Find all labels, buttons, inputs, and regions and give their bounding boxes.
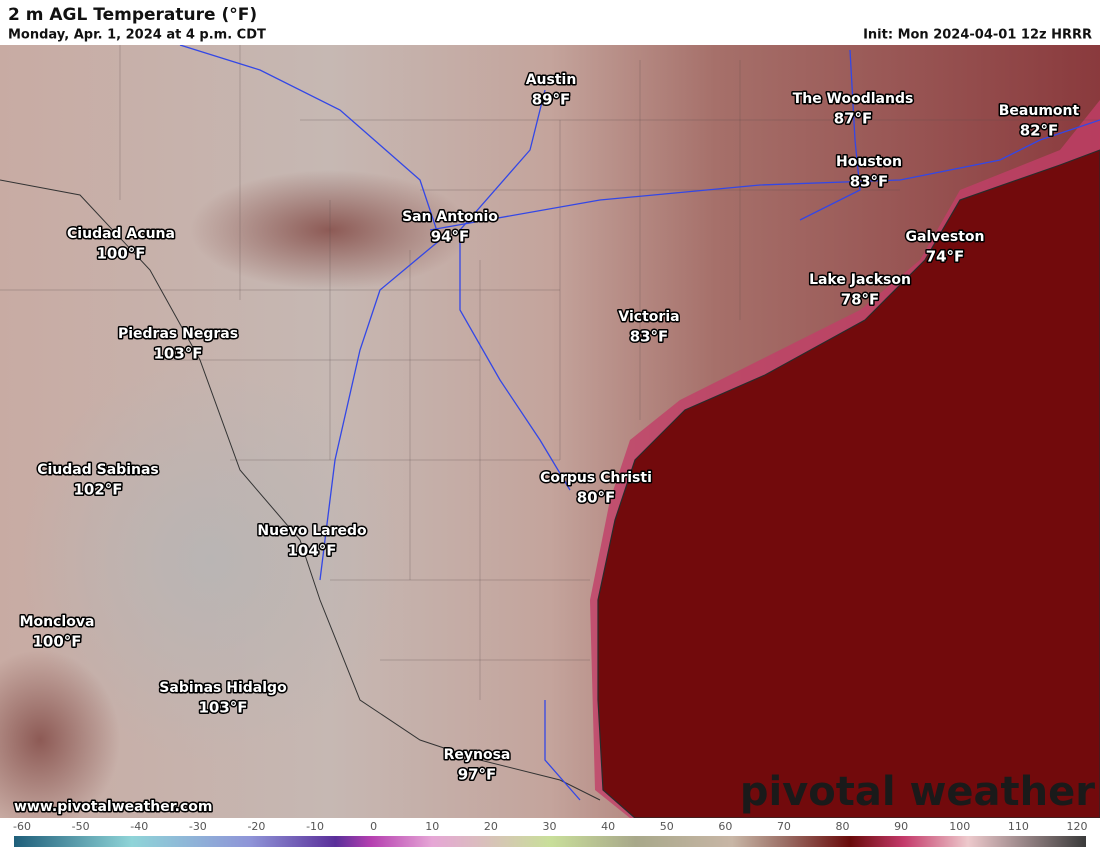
city-name: The Woodlands <box>793 91 914 107</box>
website: www.pivotalweather.com <box>14 799 213 815</box>
city-temp: 97°F <box>458 766 497 784</box>
city-name: San Antonio <box>402 209 498 225</box>
city-name: Corpus Christi <box>540 470 652 486</box>
gulf <box>597 149 1100 819</box>
city-temp: 80°F <box>577 489 616 507</box>
city-temp: 104°F <box>287 542 336 560</box>
city-name: Ciudad Acuna <box>67 226 175 242</box>
colorbar-tick-label: 110 <box>1008 820 1029 833</box>
colorbar-tick-label: 20 <box>484 820 498 833</box>
colorbar <box>14 836 1086 847</box>
init-time: Init: Mon 2024-04-01 12z HRRR <box>863 28 1092 43</box>
city-temp: 103°F <box>198 699 247 717</box>
city-temp: 87°F <box>834 110 873 128</box>
river <box>544 49 861 801</box>
city-temp: 82°F <box>1020 122 1059 140</box>
city-temp: 103°F <box>153 345 202 363</box>
header-bg <box>0 0 1100 45</box>
city-name: Ciudad Sabinas <box>37 462 159 478</box>
river <box>429 119 1100 231</box>
city-name: Beaumont <box>999 103 1080 119</box>
city-name: Piedras Negras <box>118 326 238 342</box>
subtitle: Monday, Apr. 1, 2024 at 4 p.m. CDT <box>8 28 266 43</box>
city-name: Nuevo Laredo <box>257 523 367 539</box>
colorbar-tick-label: 80 <box>836 820 850 833</box>
colorbar-tick-label: 40 <box>601 820 615 833</box>
colorbar-tick-label: 0 <box>370 820 377 833</box>
city-temp: 74°F <box>926 248 965 266</box>
city-name: Galveston <box>906 229 985 245</box>
city-name: Lake Jackson <box>809 272 911 288</box>
colorbar-tick-label: -20 <box>247 820 265 833</box>
city-temp: 89°F <box>532 91 571 109</box>
border <box>0 179 601 801</box>
city-temp: 83°F <box>850 173 889 191</box>
colorbar-tick-label: 30 <box>543 820 557 833</box>
city-temp: 83°F <box>630 328 669 346</box>
colorbar-tick-label: 120 <box>1067 820 1088 833</box>
colorbar-tick-label: -30 <box>189 820 207 833</box>
city-name: Monclova <box>20 614 95 630</box>
city-temp: 100°F <box>32 633 81 651</box>
river <box>179 44 441 581</box>
city-name: Victoria <box>618 309 679 325</box>
colorbar-tick-label: 10 <box>425 820 439 833</box>
colorbar-tick-label: 60 <box>718 820 732 833</box>
colorbar-tick-label: -10 <box>306 820 324 833</box>
title: 2 m AGL Temperature (°F) <box>8 5 257 25</box>
colorbar-tick-label: -60 <box>13 820 31 833</box>
logo: pivotal weather <box>740 769 1095 815</box>
city-temp: 94°F <box>431 228 470 246</box>
colorbar-tick-label: -50 <box>72 820 90 833</box>
colorbar-tick-label: 70 <box>777 820 791 833</box>
colorbar-tick-label: 50 <box>660 820 674 833</box>
colorbar-tick-label: 100 <box>949 820 970 833</box>
river <box>459 89 571 491</box>
city-temp: 100°F <box>96 245 145 263</box>
city-temp: 102°F <box>73 481 122 499</box>
shade <box>0 650 120 830</box>
city-temp: 78°F <box>841 291 880 309</box>
city-name: Houston <box>836 154 902 170</box>
city-name: Sabinas Hidalgo <box>159 680 287 696</box>
city-name: Reynosa <box>444 747 511 763</box>
county-lines <box>0 45 1100 700</box>
city-name: Austin <box>526 72 577 88</box>
colorbar-tick-label: 90 <box>894 820 908 833</box>
colorbar-tick-label: -40 <box>130 820 148 833</box>
